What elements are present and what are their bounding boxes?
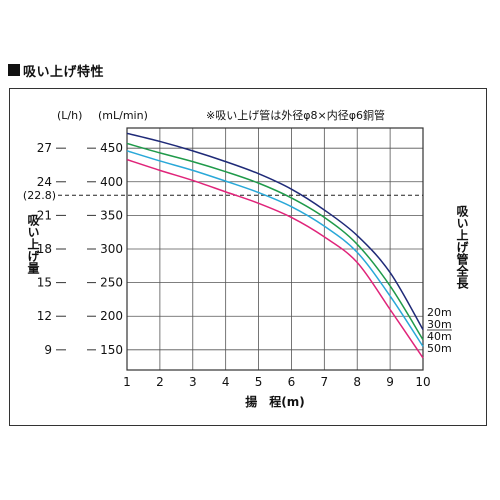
reference-layer: (22.8) xyxy=(23,189,423,202)
y-unit-left: (L/h) xyxy=(57,109,82,122)
x-tick-label: 6 xyxy=(288,375,296,389)
y-tick-label-ml: 350 xyxy=(100,208,123,222)
series-line-40m xyxy=(126,150,424,347)
series-layer xyxy=(126,132,424,359)
y-tick-label-ml: 400 xyxy=(100,175,123,189)
y-tick-label-lh: 21 xyxy=(37,208,52,222)
x-tick-label: 3 xyxy=(189,375,197,389)
x-tick-label: 8 xyxy=(353,375,361,389)
y-unit-right: (mL/min) xyxy=(98,109,148,122)
y-tick-label-ml: 200 xyxy=(100,309,123,323)
section-title: 吸い上げ特性 xyxy=(23,64,105,80)
ticks-layer: 1 2 3 4 5 6 7 8 9 1015020025030035040045091215182… xyxy=(37,141,431,389)
y-tick-label-lh: 12 xyxy=(37,309,52,323)
x-tick-label: 10 xyxy=(415,375,430,389)
legend-label-40m: 40m xyxy=(427,330,452,343)
y-tick-label-ml: 450 xyxy=(100,141,123,155)
section-heading: 吸い上げ特性 xyxy=(8,60,104,80)
y-tick-label-lh: 18 xyxy=(37,242,52,256)
x-tick-label: 5 xyxy=(255,375,263,389)
x-axis-label: 揚 程(m) xyxy=(245,394,304,409)
series-line-50m xyxy=(126,158,424,359)
y-tick-label-lh: 27 xyxy=(37,141,52,155)
y-tick-label-lh: 24 xyxy=(37,175,52,189)
plot-border xyxy=(126,127,424,371)
y-tick-label-ml: 150 xyxy=(100,343,123,357)
y-tick-label-lh: 9 xyxy=(44,343,52,357)
reference-label: (22.8) xyxy=(23,189,56,202)
x-tick-label: 2 xyxy=(156,375,164,389)
y-tick-label-lh: 15 xyxy=(37,276,52,290)
x-tick-label: 7 xyxy=(321,375,329,389)
series-line-30m xyxy=(126,142,424,341)
chart-frame xyxy=(9,88,487,426)
legend-label-30m: 30m xyxy=(427,318,452,331)
x-tick-label: 1 xyxy=(123,375,131,389)
y-tick-label-ml: 250 xyxy=(100,276,123,290)
series-line-20m xyxy=(126,132,424,331)
legend-label-50m: 50m xyxy=(427,342,452,355)
x-tick-label: 9 xyxy=(386,375,394,389)
y-tick-label-ml: 300 xyxy=(100,242,123,256)
grid xyxy=(127,128,423,370)
y-axis-label: 吸い上げ量 xyxy=(26,214,40,274)
x-tick-label: 4 xyxy=(222,375,230,389)
right-axis-label: 吸い上げ管全長 xyxy=(455,205,469,290)
chart-note: ※吸い上げ管は外径φ8×内径φ6銅管 xyxy=(206,108,385,122)
heading-square-icon xyxy=(8,64,20,76)
legend-label-20m: 20m xyxy=(427,306,452,319)
